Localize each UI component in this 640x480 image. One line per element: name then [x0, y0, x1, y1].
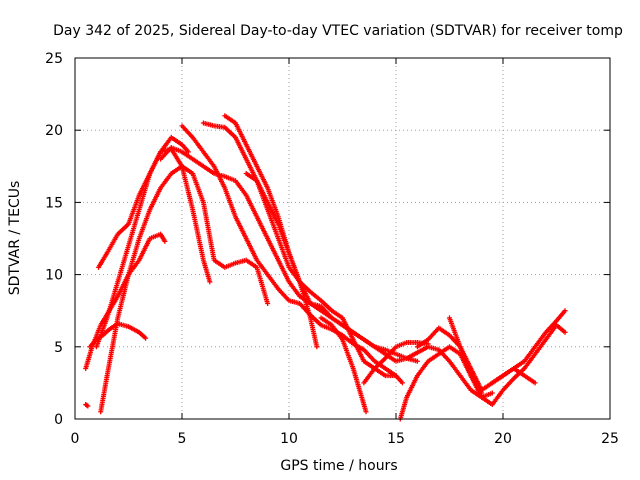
data-layer	[83, 113, 568, 422]
data-point-marker	[562, 308, 568, 314]
x-tick-label: 25	[601, 431, 619, 447]
x-tick-label: 10	[280, 431, 298, 447]
data-point-marker	[207, 279, 213, 285]
data-point-marker	[162, 238, 168, 244]
data-point-marker	[393, 373, 399, 379]
y-tick-label: 15	[45, 195, 63, 211]
data-point-marker	[363, 409, 369, 415]
data-point-marker	[84, 402, 90, 408]
data-point-marker	[489, 390, 495, 396]
x-tick-label: 0	[71, 431, 80, 447]
series-trace-5	[98, 163, 271, 415]
x-tick-label: 15	[387, 431, 405, 447]
data-point-marker	[143, 335, 149, 341]
series-trace-17	[489, 365, 538, 386]
series-trace-11	[243, 171, 320, 350]
series-trace-6	[93, 146, 213, 350]
series-trace-2	[83, 231, 168, 371]
plot-frame	[74, 57, 611, 420]
y-tick-label: 5	[54, 340, 63, 356]
y-tick-label: 0	[54, 412, 63, 428]
data-point-marker	[314, 344, 320, 350]
axis-ticks: 0 5 10 15 20 25 0 5 10 15 20 25	[45, 51, 619, 447]
series-trace-1	[83, 402, 91, 409]
data-point-marker	[399, 380, 405, 386]
data-point-marker	[562, 329, 568, 335]
chart-title: Day 342 of 2025, Sidereal Day-to-day VTE…	[53, 23, 623, 39]
series-trace-9	[200, 120, 399, 379]
x-tick-label: 5	[178, 431, 187, 447]
x-axis-label: GPS time / hours	[280, 458, 397, 474]
data-point-marker	[265, 300, 271, 306]
series-trace-13	[361, 339, 431, 386]
series-trace-16	[447, 315, 568, 408]
y-axis-label: SDTVAR / TECUs	[7, 181, 23, 296]
data-point-marker	[414, 358, 420, 364]
y-tick-label: 20	[45, 123, 63, 139]
data-point-marker	[425, 341, 431, 347]
data-point-marker	[85, 403, 91, 409]
series-trace-15	[414, 308, 568, 393]
y-tick-label: 25	[45, 51, 63, 67]
series-trace-12	[318, 315, 369, 415]
series-trace-10	[222, 113, 495, 400]
data-point-marker	[532, 380, 538, 386]
grid-lines	[75, 58, 610, 419]
y-tick-label: 10	[45, 268, 63, 284]
x-tick-label: 20	[494, 431, 512, 447]
